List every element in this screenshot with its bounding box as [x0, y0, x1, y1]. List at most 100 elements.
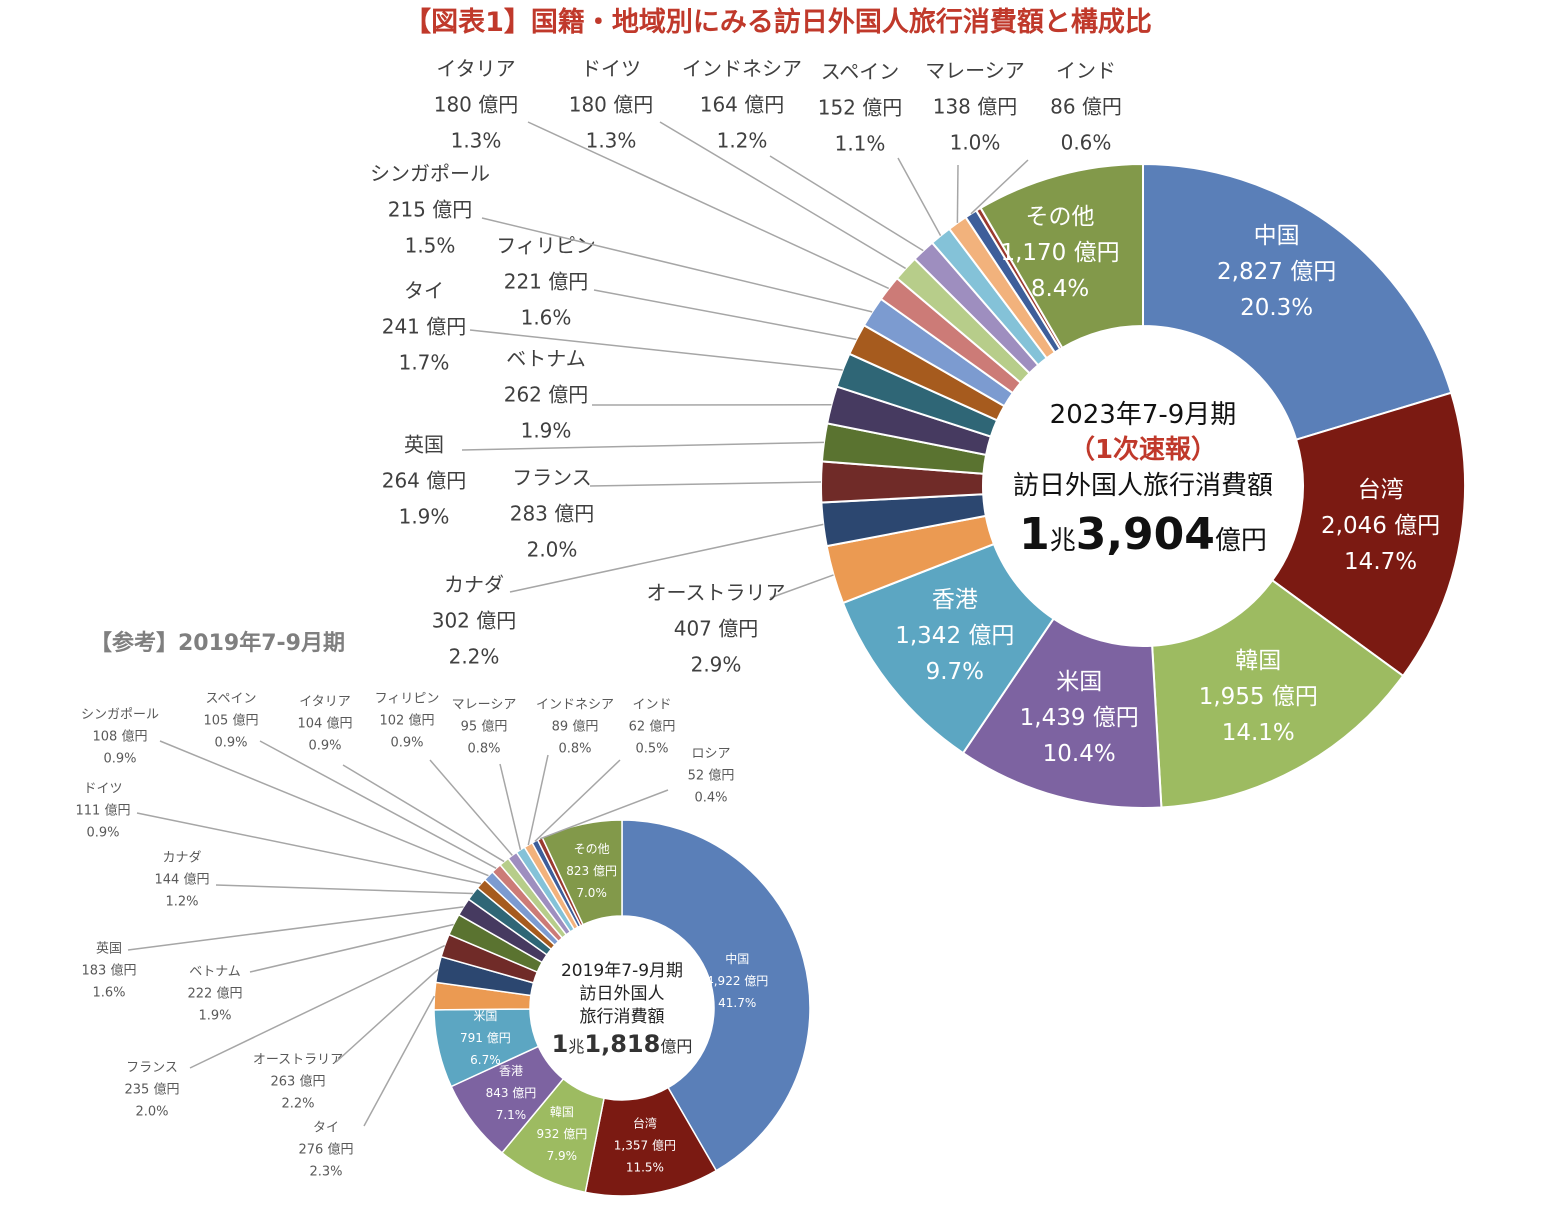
- slice-value-label: 843 億円: [486, 1086, 537, 1100]
- slice-percent-label: 1.9%: [399, 505, 450, 529]
- donut-slice: [1270, 391, 1466, 678]
- donut-slice: [1151, 578, 1405, 809]
- slice-value-label: 823 億円: [566, 864, 617, 878]
- slice-percent-label: 7.9%: [547, 1149, 578, 1163]
- slice-percent-label: 2.2%: [449, 645, 500, 669]
- slice-percent-label: 1.9%: [198, 1009, 231, 1024]
- slice-name-label: インドネシア: [682, 57, 802, 81]
- slice-percent-label: 1.3%: [451, 129, 502, 153]
- center-period: 2019年7-9月期: [561, 961, 683, 981]
- total-part: 3,904: [1076, 509, 1215, 560]
- slice-percent-label: 0.4%: [694, 791, 727, 806]
- slice-value-label: 932 億円: [536, 1127, 587, 1141]
- slice-value-label: 95 億円: [461, 719, 508, 735]
- slice-name-label: ベトナム: [506, 347, 585, 371]
- slice-name-label: ドイツ: [581, 57, 641, 81]
- slice-name-label: シンガポール: [81, 708, 159, 723]
- leader-line: [189, 944, 446, 1069]
- slice-value-label: 1,439 億円: [1020, 705, 1139, 731]
- slice-value-label: 111 億円: [76, 803, 131, 819]
- slice-name-label: 台湾: [633, 1116, 657, 1131]
- slice-name-label: ドイツ: [83, 782, 122, 797]
- slice-percent-label: 0.5%: [635, 742, 668, 757]
- slice-percent-label: 2.0%: [527, 538, 578, 562]
- slice-percent-label: 0.8%: [467, 742, 500, 757]
- leader-line: [136, 812, 482, 885]
- slice-name-label: ベトナム: [189, 965, 241, 980]
- slice-name-label: インドネシア: [536, 698, 614, 713]
- slice-name-label: マレーシア: [452, 698, 517, 713]
- reference-title: 【参考】2019年7-9月期: [90, 630, 345, 656]
- leader-line: [461, 441, 824, 451]
- slice-name-label: シンガポール: [370, 162, 490, 186]
- leader-line: [335, 968, 439, 1063]
- total-unit: 億円: [1215, 526, 1267, 556]
- total-part: 1,818: [584, 1030, 660, 1058]
- slice-name-label: イタリア: [299, 695, 350, 710]
- slice-value-label: 1,170 億円: [1000, 240, 1119, 266]
- slice-name-label: フランス: [512, 466, 592, 490]
- leader-line: [970, 159, 1029, 215]
- center-caption: 訪日外国人旅行消費額: [1013, 471, 1273, 501]
- slice-value-label: 144 億円: [155, 872, 210, 888]
- slice-name-label: インド: [632, 698, 671, 713]
- slice-value-label: 89 億円: [552, 719, 599, 735]
- slice-percent-label: 0.6%: [1061, 131, 1112, 155]
- leader-line: [527, 121, 890, 290]
- slice-percent-label: 11.5%: [626, 1161, 664, 1175]
- slice-name-label: 韓国: [1235, 648, 1281, 674]
- slice-value-label: 1,955 億円: [1199, 684, 1318, 710]
- slice-name-label: ロシア: [691, 747, 730, 762]
- slice-name-label: カナダ: [162, 851, 201, 866]
- total-part: 1: [1019, 509, 1050, 560]
- leader-line: [509, 523, 824, 593]
- slice-percent-label: 1.2%: [717, 129, 768, 153]
- leader-line: [249, 923, 454, 973]
- slice-percent-label: 0.9%: [86, 826, 119, 841]
- slice-value-label: 263 億円: [271, 1074, 326, 1090]
- slice-value-label: 86 億円: [1050, 95, 1122, 119]
- slice-percent-label: 20.3%: [1240, 295, 1313, 321]
- slice-value-label: 241 億円: [382, 315, 467, 339]
- donut-slice: [979, 162, 1144, 350]
- slice-percent-label: 0.9%: [308, 739, 341, 754]
- slice-name-label: フィリピン: [375, 692, 440, 707]
- slice-percent-label: 2.3%: [309, 1165, 342, 1180]
- slice-name-label: 米国: [1056, 669, 1102, 695]
- slice-name-label: 香港: [499, 1064, 523, 1078]
- slice-percent-label: 2.2%: [281, 1097, 314, 1112]
- leader-line: [342, 764, 505, 863]
- slice-percent-label: 1.7%: [399, 351, 450, 375]
- total-unit: 兆: [1050, 526, 1076, 556]
- slice-name-label: 英国: [404, 433, 444, 457]
- leader-line: [589, 481, 822, 487]
- leader-line: [159, 740, 489, 877]
- slice-value-label: 283 億円: [510, 502, 595, 526]
- leader-line: [527, 754, 549, 846]
- slice-name-label: オーストラリア: [253, 1053, 343, 1068]
- center-caption: 旅行消費額: [580, 1007, 665, 1027]
- leader-line: [259, 740, 497, 869]
- slice-value-label: 1,342 億円: [895, 623, 1014, 649]
- leader-line: [897, 157, 942, 236]
- slice-value-label: 152 億円: [818, 96, 903, 120]
- slice-value-label: 108 億円: [93, 729, 148, 745]
- slice-percent-label: 2.9%: [691, 653, 742, 677]
- slice-percent-label: 0.8%: [558, 742, 591, 757]
- slice-percent-label: 9.7%: [926, 659, 984, 685]
- slice-percent-label: 1.0%: [950, 131, 1001, 155]
- center-total: 1兆1,818億円: [552, 1030, 693, 1058]
- slice-name-label: フランス: [126, 1061, 178, 1076]
- slice-name-label: 中国: [1254, 223, 1300, 249]
- slice-name-label: 英国: [96, 942, 122, 957]
- slice-value-label: 791 億円: [460, 1031, 511, 1045]
- slice-percent-label: 1.2%: [165, 895, 198, 910]
- slice-value-label: 2,046 億円: [1321, 513, 1440, 539]
- slice-value-label: 164 億円: [700, 93, 785, 117]
- total-unit: 億円: [660, 1037, 692, 1056]
- donut-slice: [621, 819, 811, 1172]
- slice-percent-label: 8.4%: [1031, 276, 1089, 302]
- center-2023: 2023年7-9月期 （1次速報） 訪日外国人旅行消費額 1兆3,904億円: [1013, 400, 1273, 560]
- slice-value-label: 183 億円: [82, 963, 137, 979]
